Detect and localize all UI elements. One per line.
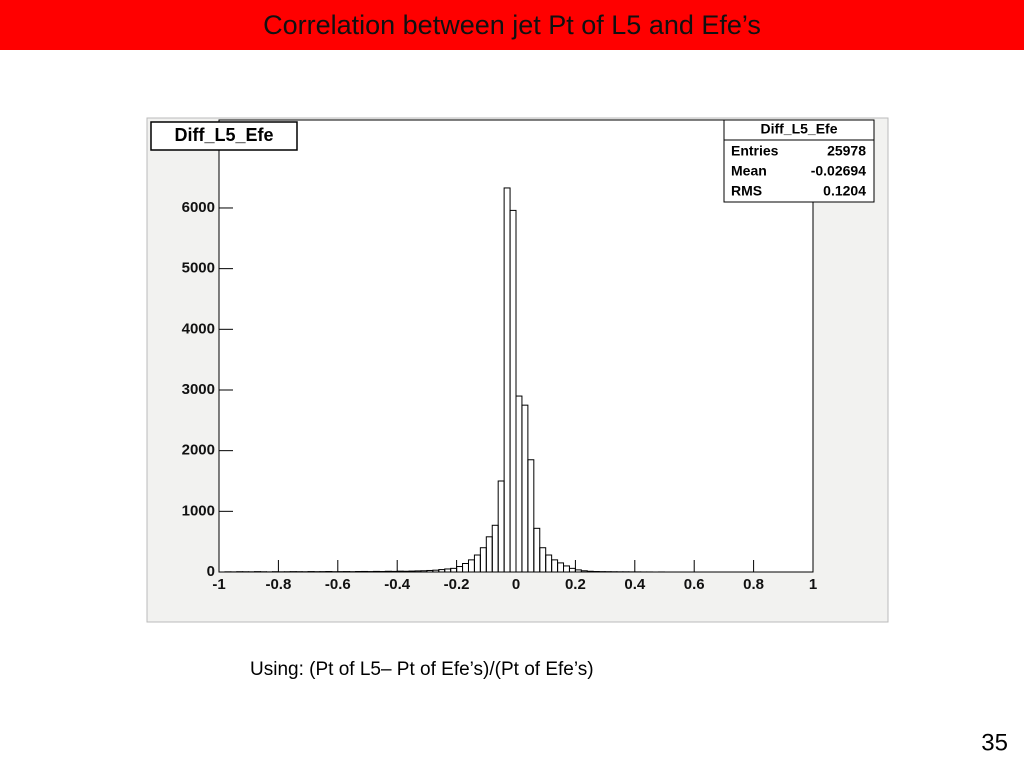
stats-label: RMS [731, 183, 762, 199]
x-tick-label: -0.2 [444, 576, 470, 593]
hist-bin [587, 571, 593, 572]
hist-bin [409, 571, 415, 572]
x-tick-label: 0.4 [624, 576, 646, 593]
stats-value: 25978 [827, 143, 866, 159]
x-tick-label: -0.6 [325, 576, 351, 593]
stats-label: Mean [731, 163, 767, 179]
x-tick-label: -1 [212, 576, 225, 593]
x-tick-label: 0 [512, 576, 520, 593]
hist-bin [403, 571, 409, 572]
y-tick-label: 1000 [182, 502, 215, 519]
hist-bin [362, 571, 368, 572]
hist-bin [385, 571, 391, 572]
x-tick-label: -0.4 [384, 576, 411, 593]
hist-bin [391, 571, 397, 572]
hist-bin [397, 571, 403, 572]
x-tick-label: -0.8 [265, 576, 291, 593]
hist-title: Diff_L5_Efe [174, 125, 273, 145]
stats-title: Diff_L5_Efe [760, 121, 837, 137]
stats-label: Entries [731, 143, 779, 159]
stats-value: -0.02694 [811, 163, 866, 179]
x-tick-label: 0.8 [743, 576, 764, 593]
y-tick-label: 6000 [182, 199, 215, 216]
stats-value: 0.1204 [823, 183, 866, 199]
x-tick-label: 0.2 [565, 576, 586, 593]
y-tick-label: 4000 [182, 320, 215, 337]
y-tick-label: 5000 [182, 260, 215, 277]
y-tick-label: 2000 [182, 442, 215, 459]
y-tick-label: 3000 [182, 381, 215, 398]
hist-bin [373, 571, 379, 572]
page-number: 35 [981, 729, 1008, 756]
caption: Using: (Pt of L5– Pt of Efe’s)/(Pt of Ef… [250, 659, 594, 680]
x-tick-label: 0.6 [684, 576, 705, 593]
x-tick-label: 1 [809, 576, 817, 593]
slide-title: Correlation between jet Pt of L5 and Efe… [263, 10, 761, 40]
